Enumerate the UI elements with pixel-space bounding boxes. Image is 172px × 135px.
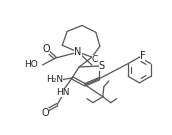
Text: H₂N: H₂N bbox=[46, 75, 63, 84]
Text: O: O bbox=[42, 108, 49, 118]
Text: O: O bbox=[43, 44, 50, 54]
Text: HN: HN bbox=[56, 88, 70, 97]
Text: N: N bbox=[74, 47, 82, 57]
Text: S: S bbox=[99, 61, 105, 71]
Text: F: F bbox=[140, 51, 145, 61]
Text: HO: HO bbox=[24, 60, 37, 69]
Text: C: C bbox=[92, 55, 98, 64]
